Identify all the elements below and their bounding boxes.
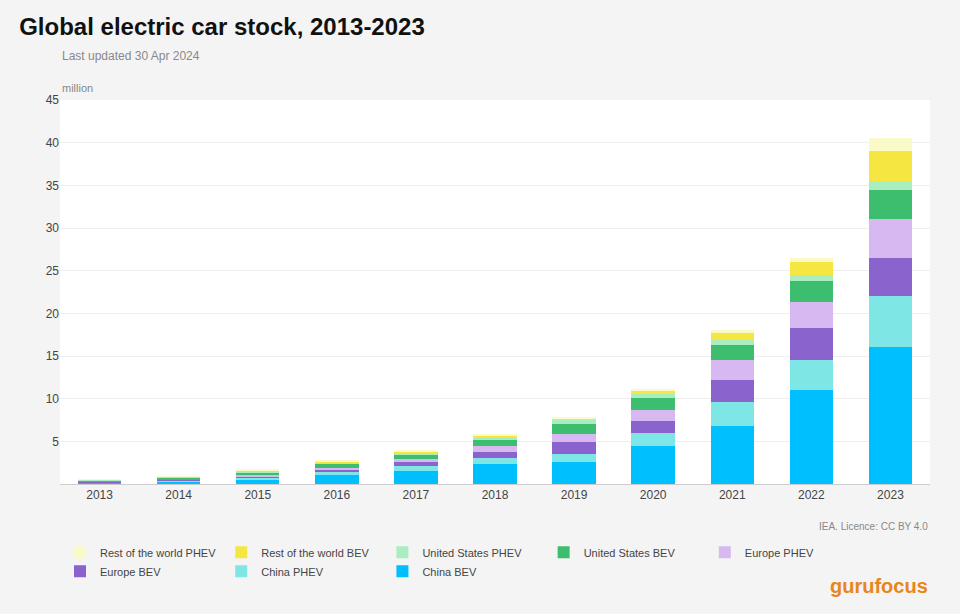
svg-text:2016: 2016 xyxy=(323,488,350,502)
svg-text:15: 15 xyxy=(46,349,60,363)
svg-text:Europe BEV: Europe BEV xyxy=(100,566,161,578)
svg-text:Rest of the world PHEV: Rest of the world PHEV xyxy=(100,547,216,559)
svg-text:Rest of the world BEV: Rest of the world BEV xyxy=(261,547,369,559)
svg-text:2015: 2015 xyxy=(244,488,271,502)
svg-text:2023: 2023 xyxy=(877,488,904,502)
svg-text:United States BEV: United States BEV xyxy=(584,547,676,559)
svg-text:gurufocus: gurufocus xyxy=(830,575,928,597)
svg-text:China PHEV: China PHEV xyxy=(261,566,323,578)
svg-text:Europe PHEV: Europe PHEV xyxy=(745,547,814,559)
svg-text:2013: 2013 xyxy=(86,488,113,502)
svg-text:China BEV: China BEV xyxy=(422,566,476,578)
svg-text:million: million xyxy=(62,82,93,94)
svg-text:20: 20 xyxy=(46,307,60,321)
svg-text:Global electric car stock, 201: Global electric car stock, 2013-2023 xyxy=(19,13,425,40)
svg-text:5: 5 xyxy=(52,435,59,449)
svg-text:35: 35 xyxy=(46,179,60,193)
svg-text:2020: 2020 xyxy=(640,488,667,502)
svg-text:Last updated 30 Apr 2024: Last updated 30 Apr 2024 xyxy=(62,49,200,63)
svg-text:2017: 2017 xyxy=(403,488,430,502)
svg-text:25: 25 xyxy=(46,264,60,278)
svg-text:45: 45 xyxy=(46,93,60,107)
svg-text:40: 40 xyxy=(46,136,60,150)
svg-text:United States PHEV: United States PHEV xyxy=(422,547,522,559)
svg-text:2019: 2019 xyxy=(561,488,588,502)
svg-text:IEA. Licence: CC BY 4.0: IEA. Licence: CC BY 4.0 xyxy=(819,521,928,532)
svg-text:30: 30 xyxy=(46,221,60,235)
svg-text:2021: 2021 xyxy=(719,488,746,502)
svg-text:2014: 2014 xyxy=(165,488,192,502)
svg-text:2022: 2022 xyxy=(798,488,825,502)
svg-text:2018: 2018 xyxy=(482,488,509,502)
svg-text:10: 10 xyxy=(46,392,60,406)
